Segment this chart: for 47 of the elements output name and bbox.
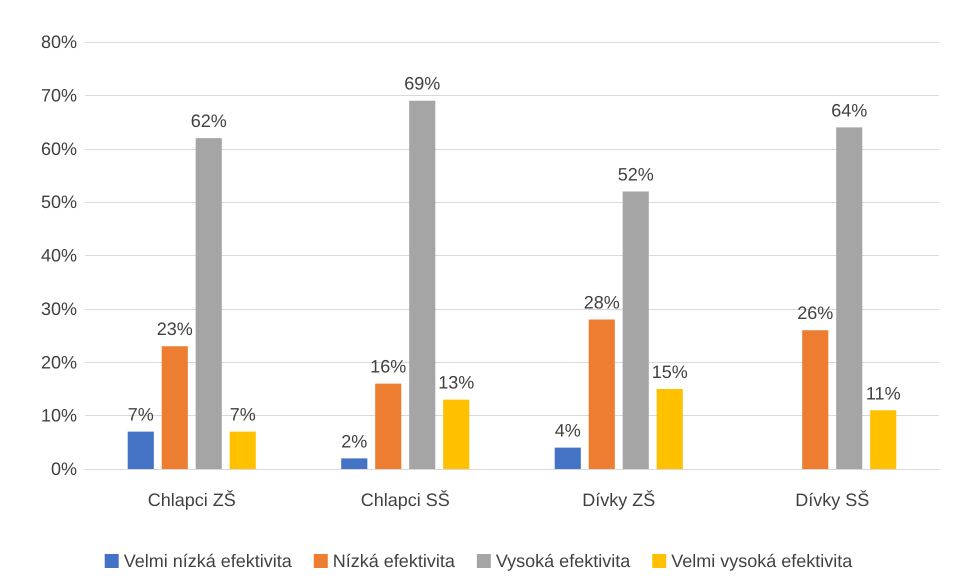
- data-label: 4%: [554, 420, 581, 441]
- legend-label: Velmi vysoká efektivita: [671, 551, 854, 571]
- bar: [870, 410, 896, 469]
- y-tick-label: 70%: [40, 85, 77, 106]
- x-tick-label: Chlapci ZŠ: [148, 490, 236, 510]
- data-label: 28%: [584, 292, 620, 313]
- y-tick-label: 20%: [40, 352, 77, 372]
- bar: [622, 191, 649, 469]
- data-label: 69%: [404, 74, 440, 94]
- data-label: 15%: [652, 362, 688, 382]
- bar: [196, 138, 222, 469]
- bar: [341, 458, 368, 469]
- legend-label: Velmi nízká efektivita: [124, 551, 293, 571]
- bar: [802, 330, 828, 469]
- bar: [836, 127, 862, 469]
- bar: [162, 346, 188, 469]
- data-label: 7%: [230, 404, 256, 425]
- legend-label: Vysoká efektivita: [496, 551, 632, 571]
- bar: [588, 320, 615, 469]
- x-tick-label: Chlapci SŠ: [360, 490, 450, 510]
- bar: [554, 448, 581, 469]
- data-label: 7%: [128, 404, 154, 425]
- bar: [375, 384, 402, 469]
- legend-label: Nízká efektivita: [332, 551, 456, 571]
- bar: [656, 388, 683, 469]
- data-label: 64%: [831, 100, 868, 120]
- data-label: 52%: [618, 164, 654, 184]
- bar: [443, 400, 470, 469]
- y-tick-label: 0%: [50, 459, 77, 479]
- y-tick-label: 40%: [40, 246, 77, 266]
- x-tick-label: Dívky SŠ: [795, 490, 870, 510]
- data-label: 2%: [341, 431, 368, 452]
- y-tick-label: 10%: [40, 406, 77, 426]
- data-label: 23%: [156, 319, 193, 340]
- data-label: 11%: [866, 383, 901, 404]
- y-tick-label: 30%: [40, 298, 77, 319]
- y-tick-label: 80%: [40, 32, 77, 52]
- x-tick-label: Dívky ZŠ: [582, 490, 656, 510]
- bar: [230, 432, 256, 469]
- data-label: 16%: [370, 356, 406, 377]
- y-tick-label: 50%: [40, 192, 77, 212]
- bar: [128, 432, 154, 469]
- bar: [409, 100, 436, 469]
- y-tick-label: 60%: [40, 138, 77, 159]
- data-label: 26%: [797, 303, 834, 324]
- data-label: 62%: [190, 111, 227, 132]
- data-label: 13%: [438, 372, 474, 393]
